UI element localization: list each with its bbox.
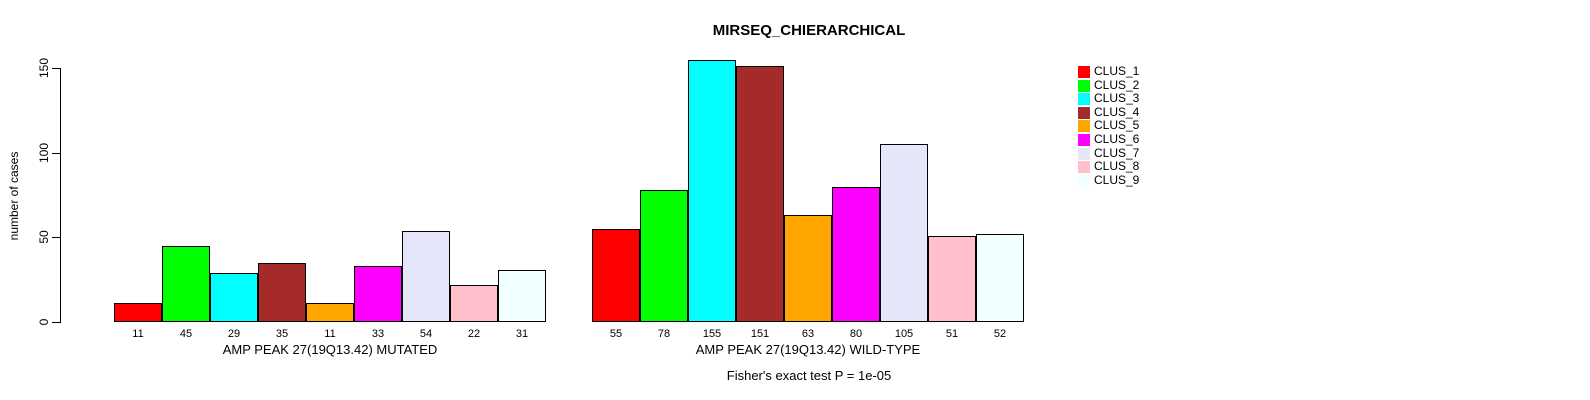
bar-clus_4-mutated bbox=[258, 263, 306, 322]
legend-swatch-clus_7 bbox=[1078, 148, 1090, 160]
bar-clus_2-mutated bbox=[162, 246, 210, 322]
legend-label-clus_4: CLUS_4 bbox=[1094, 105, 1140, 119]
legend-swatch-clus_4 bbox=[1078, 107, 1090, 119]
bar-clus_6-mutated bbox=[354, 266, 402, 322]
bar-value-label: 45 bbox=[179, 328, 193, 340]
legend-swatch-clus_6 bbox=[1078, 134, 1090, 146]
bar-value-label: 78 bbox=[657, 328, 671, 340]
bar-value-label: 51 bbox=[945, 328, 959, 340]
y-axis-tick bbox=[52, 237, 60, 238]
bar-value-label: 33 bbox=[371, 328, 385, 340]
bar-clus_4-wild-type bbox=[736, 66, 784, 322]
bar-clus_9-mutated bbox=[498, 270, 546, 322]
y-tick-label: 0 bbox=[37, 318, 51, 326]
bar-value-label: 52 bbox=[993, 328, 1007, 340]
y-axis-tick bbox=[52, 68, 60, 69]
bar-value-label: 11 bbox=[324, 328, 336, 340]
bar-value-label: 31 bbox=[515, 328, 529, 340]
legend-label-clus_9: CLUS_9 bbox=[1094, 173, 1140, 187]
y-axis-tick bbox=[52, 322, 60, 323]
bar-value-label: 35 bbox=[275, 328, 289, 340]
bar-value-label: 155 bbox=[702, 328, 722, 340]
legend-swatch-clus_5 bbox=[1078, 120, 1090, 132]
legend-label-clus_5: CLUS_5 bbox=[1094, 118, 1140, 132]
bar-clus_7-mutated bbox=[402, 231, 450, 322]
group-label-mutated: AMP PEAK 27(19Q13.42) MUTATED bbox=[222, 342, 438, 357]
bar-clus_6-wild-type bbox=[832, 187, 880, 322]
y-tick-label: 150 bbox=[37, 57, 51, 79]
legend-label-clus_3: CLUS_3 bbox=[1094, 91, 1140, 105]
bar-clus_3-wild-type bbox=[688, 60, 736, 322]
y-axis-line bbox=[60, 68, 61, 323]
bar-clus_9-wild-type bbox=[976, 234, 1024, 322]
y-tick-label: 100 bbox=[37, 142, 51, 164]
fishers-test-footnote: Fisher's exact test P = 1e-05 bbox=[726, 368, 892, 383]
bar-value-label: 105 bbox=[894, 328, 914, 340]
bar-value-label: 151 bbox=[750, 328, 770, 340]
chart-title: MIRSEQ_CHIERARCHICAL bbox=[712, 22, 906, 39]
legend-swatch-clus_2 bbox=[1078, 80, 1090, 92]
bar-value-label: 11 bbox=[132, 328, 144, 340]
legend-swatch-clus_9 bbox=[1078, 175, 1090, 187]
legend-label-clus_2: CLUS_2 bbox=[1094, 78, 1140, 92]
bar-clus_2-wild-type bbox=[640, 190, 688, 322]
bar-clus_3-mutated bbox=[210, 273, 258, 322]
legend-label-clus_8: CLUS_8 bbox=[1094, 159, 1140, 173]
bar-value-label: 54 bbox=[419, 328, 433, 340]
legend-swatch-clus_1 bbox=[1078, 66, 1090, 78]
bar-value-label: 55 bbox=[609, 328, 623, 340]
legend-label-clus_6: CLUS_6 bbox=[1094, 132, 1140, 146]
legend-label-clus_1: CLUS_1 bbox=[1094, 64, 1140, 78]
bar-value-label: 63 bbox=[801, 328, 815, 340]
legend-swatch-clus_8 bbox=[1078, 161, 1090, 173]
bar-clus_5-mutated bbox=[306, 303, 354, 322]
y-axis-label: number of cases bbox=[7, 151, 21, 241]
bar-clus_1-mutated bbox=[114, 303, 162, 322]
y-tick-label: 50 bbox=[37, 230, 51, 244]
bar-clus_1-wild-type bbox=[592, 229, 640, 322]
group-label-wild-type: AMP PEAK 27(19Q13.42) WILD-TYPE bbox=[695, 342, 921, 357]
legend-swatch-clus_3 bbox=[1078, 93, 1090, 105]
bar-value-label: 22 bbox=[467, 328, 481, 340]
bar-clus_5-wild-type bbox=[784, 215, 832, 322]
y-axis-tick bbox=[52, 153, 60, 154]
bar-clus_8-mutated bbox=[450, 285, 498, 322]
bar-clus_8-wild-type bbox=[928, 236, 976, 322]
bar-value-label: 80 bbox=[849, 328, 863, 340]
bar-clus_7-wild-type bbox=[880, 144, 928, 322]
legend-label-clus_7: CLUS_7 bbox=[1094, 146, 1140, 160]
bar-value-label: 29 bbox=[227, 328, 241, 340]
